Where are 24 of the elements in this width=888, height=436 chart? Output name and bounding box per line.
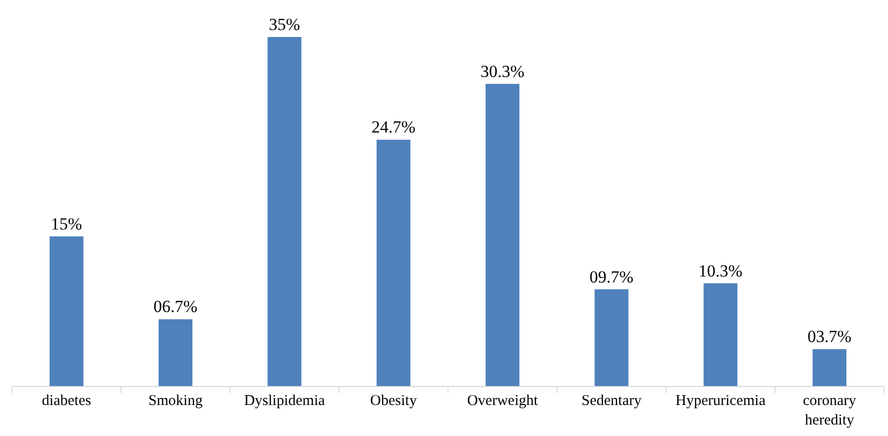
x-tick-label: Obesity bbox=[370, 393, 418, 409]
x-tick-label: Dyslipidemia bbox=[244, 393, 326, 409]
x-tick-label: Overweight bbox=[467, 393, 539, 409]
bar bbox=[486, 84, 520, 386]
x-tick-label: Sedentary bbox=[582, 393, 642, 409]
bar bbox=[158, 319, 192, 386]
bar bbox=[812, 349, 846, 386]
bar bbox=[594, 289, 628, 386]
data-label: 09.7% bbox=[590, 267, 634, 286]
x-tick-label: Smoking bbox=[148, 393, 204, 409]
bar bbox=[268, 37, 302, 386]
data-label: 06.7% bbox=[154, 297, 198, 316]
data-label: 10.3% bbox=[698, 261, 742, 280]
x-tick-label: diabetes bbox=[42, 393, 92, 409]
data-label: 35% bbox=[268, 15, 300, 34]
x-tick-label: Hyperuricemia bbox=[676, 393, 766, 409]
bar bbox=[50, 236, 84, 386]
x-tick-label: coronary heredity bbox=[802, 393, 857, 428]
data-label: 30.3% bbox=[480, 62, 524, 81]
bar bbox=[704, 283, 738, 386]
data-label: 03.7% bbox=[808, 327, 852, 346]
data-label: 24.7% bbox=[372, 118, 416, 137]
data-label: 15% bbox=[50, 214, 82, 234]
bar bbox=[376, 140, 410, 386]
